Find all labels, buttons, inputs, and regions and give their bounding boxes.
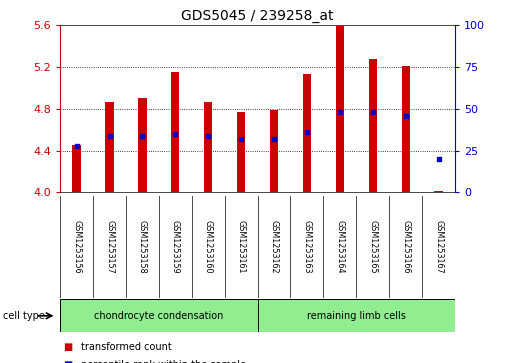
Bar (435, 191, 442, 192)
Point (72, 143, 81, 148)
Text: GSM1253166: GSM1253166 (401, 220, 410, 274)
Point (237, 136, 245, 142)
Text: ■: ■ (63, 360, 72, 363)
Text: GSM1253162: GSM1253162 (269, 220, 279, 274)
Text: remaining limb cells: remaining limb cells (307, 311, 406, 321)
Bar (402, 66, 410, 192)
Point (303, 129, 311, 135)
Point (204, 133, 212, 139)
Bar (204, 102, 212, 192)
Text: GSM1253157: GSM1253157 (105, 220, 114, 274)
Bar (257, 299, 455, 332)
Text: GSM1253156: GSM1253156 (72, 220, 81, 274)
Point (435, 156, 443, 162)
Bar (237, 112, 245, 192)
Point (138, 133, 146, 139)
Point (270, 136, 278, 142)
Text: transformed count: transformed count (81, 342, 172, 352)
Text: GSM1253163: GSM1253163 (302, 220, 311, 274)
Bar (138, 98, 146, 192)
Point (402, 113, 410, 118)
Bar (303, 74, 311, 192)
Bar (106, 102, 113, 192)
Text: GSM1253164: GSM1253164 (335, 220, 344, 274)
Text: percentile rank within the sample: percentile rank within the sample (81, 360, 246, 363)
Text: chondrocyte condensation: chondrocyte condensation (94, 311, 223, 321)
Title: GDS5045 / 239258_at: GDS5045 / 239258_at (181, 9, 334, 23)
Point (105, 133, 113, 139)
Point (336, 109, 344, 115)
Text: GSM1253159: GSM1253159 (171, 220, 180, 274)
Text: GSM1253161: GSM1253161 (236, 220, 246, 274)
Bar (369, 59, 377, 192)
Bar (171, 72, 179, 192)
Text: GSM1253165: GSM1253165 (368, 220, 377, 274)
Bar (60, 299, 257, 332)
Bar (270, 110, 278, 192)
Bar (73, 146, 81, 192)
Text: ■: ■ (63, 342, 72, 352)
Text: GSM1253160: GSM1253160 (204, 220, 213, 274)
Text: GSM1253158: GSM1253158 (138, 220, 147, 274)
Text: GSM1253167: GSM1253167 (434, 220, 443, 274)
Point (369, 109, 377, 115)
Bar (336, 26, 344, 192)
Point (171, 131, 179, 137)
Text: cell type: cell type (3, 311, 44, 321)
